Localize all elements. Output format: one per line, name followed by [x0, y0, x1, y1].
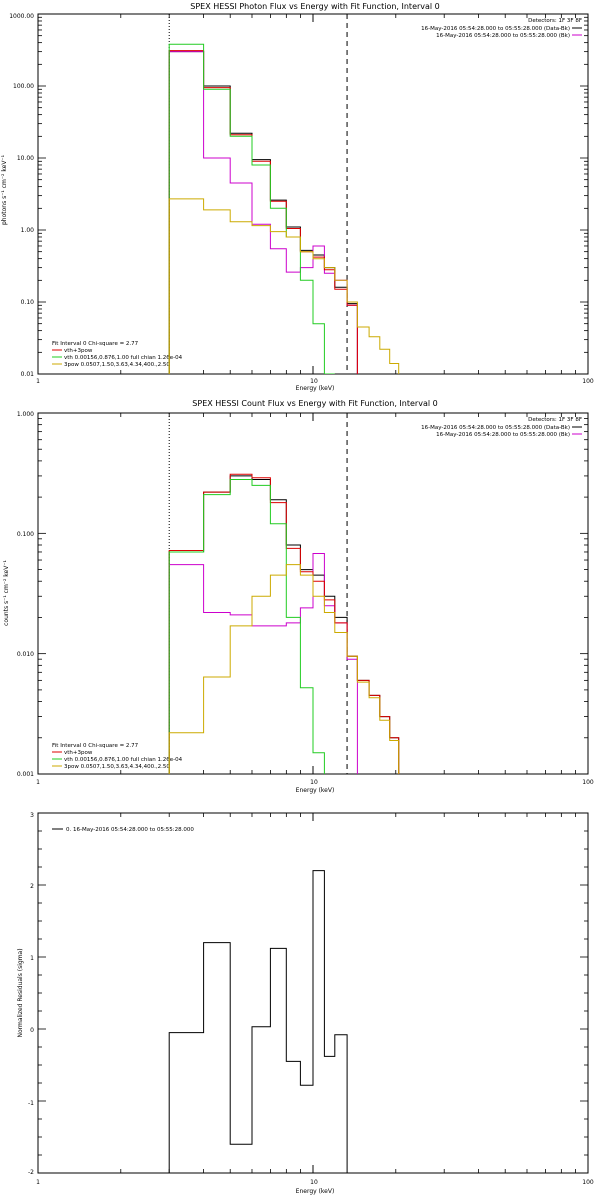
y-tick-labels: 0.01 0.10 1.00 10.00 100.00 1000.00	[9, 13, 34, 378]
legend-entry-vth: vth 0.00156,0.876,1.00 full chian 1.26e-…	[64, 355, 183, 361]
y-tick-label: 0.001	[17, 771, 34, 778]
legend-detectors: Detectors: 1F 3F 8F	[528, 417, 582, 423]
legend-entry-model: vth+3pow	[64, 348, 93, 354]
series-3pow	[168, 564, 400, 774]
x-tick-labels: 1 10 100	[36, 378, 594, 385]
series-vth-3pow	[168, 50, 358, 374]
y-tick-label: 10.00	[17, 155, 34, 162]
legend-bottom: Fit Interval 0 Chi-square = 2.77 vth+3po…	[52, 341, 183, 368]
y-tick-labels: 0.001 0.010 0.100 1.000	[17, 411, 34, 778]
y-axis-label: Normalized Residuals (sigma)	[17, 948, 24, 1037]
legend-top: 0. 16-May-2016 05:54:28.000 to 05:55:28.…	[52, 827, 194, 833]
legend-entry-bk: 16-May-2016 05:54:28.000 to 05:55:28.000…	[436, 432, 570, 438]
x-tick-label: 10	[310, 1179, 318, 1186]
y-tick-label: -2	[28, 1169, 34, 1176]
legend-entry-data-bk: 16-May-2016 05:54:28.000 to 05:55:28.000…	[421, 425, 570, 431]
legend-entry-3pow: 3pow 0.0507,1.50,3.63,4.34,400.,2.50	[64, 764, 170, 770]
legend-entry-3pow: 3pow 0.0507,1.50,3.63,4.34,400.,2.50	[64, 362, 170, 368]
x-axis-label: Energy (keV)	[296, 385, 335, 392]
y-tick-label: 0.010	[17, 651, 34, 658]
x-tick-labels: 1 10 100	[36, 1179, 594, 1186]
x-tick-label: 100	[582, 1179, 594, 1186]
series-vth	[168, 43, 335, 374]
legend-top: Detectors: 1F 3F 8F 16-May-2016 05:54:28…	[421, 417, 582, 438]
x-tick-label: 100	[582, 779, 594, 786]
y-tick-label: 1	[30, 955, 34, 962]
x-tick-labels: 1 10 100	[36, 779, 594, 786]
series-residuals	[168, 870, 348, 1173]
x-tick-label: 10	[310, 378, 318, 385]
y-ticks	[38, 412, 588, 775]
legend-entry-residuals: 0. 16-May-2016 05:54:28.000 to 05:55:28.…	[66, 827, 194, 833]
data-series	[168, 870, 348, 1173]
series-data-bk	[168, 51, 358, 374]
legend-entry-vth: vth 0.00156,0.876,1.00 full chian 1.26e-…	[64, 757, 183, 763]
legend-top: Detectors: 1F 3F 8F 16-May-2016 05:54:28…	[421, 18, 582, 39]
y-tick-label: 1000.00	[9, 13, 34, 20]
residuals-panel: Normalized Residuals (sigma) Energy (keV…	[17, 812, 594, 1195]
y-ticks	[38, 812, 588, 1174]
data-series	[168, 473, 400, 774]
x-axis-label: Energy (keV)	[296, 787, 335, 794]
legend-detectors: Detectors: 1F 3F 8F	[528, 18, 582, 24]
y-tick-label: 100.00	[13, 83, 34, 90]
y-tick-label: 1.00	[21, 227, 35, 234]
series-vth-3pow	[168, 473, 400, 774]
x-ticks	[37, 14, 589, 374]
data-series	[168, 43, 400, 374]
y-tick-label: 0	[30, 1027, 34, 1034]
legend-fit-interval: Fit Interval 0 Chi-square = 2.77	[52, 341, 139, 347]
y-tick-label: 2	[30, 883, 34, 890]
x-tick-label: 100	[582, 378, 594, 385]
y-tick-label: 1.000	[17, 411, 34, 418]
x-axis-label: Energy (keV)	[296, 1188, 335, 1195]
x-tick-label: 1	[36, 779, 40, 786]
panel-title: SPEX HESSI Photon Flux vs Energy with Fi…	[190, 2, 440, 11]
y-tick-label: -1	[28, 1100, 34, 1107]
series-3pow	[168, 198, 400, 374]
x-tick-label: 10	[310, 779, 318, 786]
count-flux-panel: SPEX HESSI Count Flux vs Energy with Fit…	[3, 399, 594, 794]
x-tick-label: 1	[36, 378, 40, 385]
y-tick-label: 0.100	[17, 531, 34, 538]
y-axis-label: photons s⁻¹ cm⁻² keV⁻¹	[1, 154, 8, 225]
x-tick-label: 1	[36, 1179, 40, 1186]
photon-flux-panel: SPEX HESSI Photon Flux vs Energy with Fi…	[1, 2, 594, 392]
x-ticks	[37, 813, 589, 1173]
y-tick-label: 0.01	[21, 371, 35, 378]
legend-fit-interval: Fit Interval 0 Chi-square = 2.77	[52, 743, 139, 749]
y-axis-label: counts s⁻¹ cm⁻² keV⁻¹	[3, 560, 10, 626]
y-ticks	[38, 13, 588, 375]
legend-entry-model: vth+3pow	[64, 750, 93, 756]
legend-entry-data-bk: 16-May-2016 05:54:28.000 to 05:55:28.000…	[421, 26, 570, 32]
legend-bottom: Fit Interval 0 Chi-square = 2.77 vth+3po…	[52, 743, 183, 770]
legend-entry-bk: 16-May-2016 05:54:28.000 to 05:55:28.000…	[436, 33, 570, 39]
y-tick-labels: -2 -1 0 1 2 3	[28, 812, 34, 1176]
y-tick-label: 0.10	[21, 299, 35, 306]
y-tick-label: 3	[30, 812, 34, 819]
panel-title: SPEX HESSI Count Flux vs Energy with Fit…	[192, 399, 437, 408]
series-vth	[168, 479, 325, 774]
